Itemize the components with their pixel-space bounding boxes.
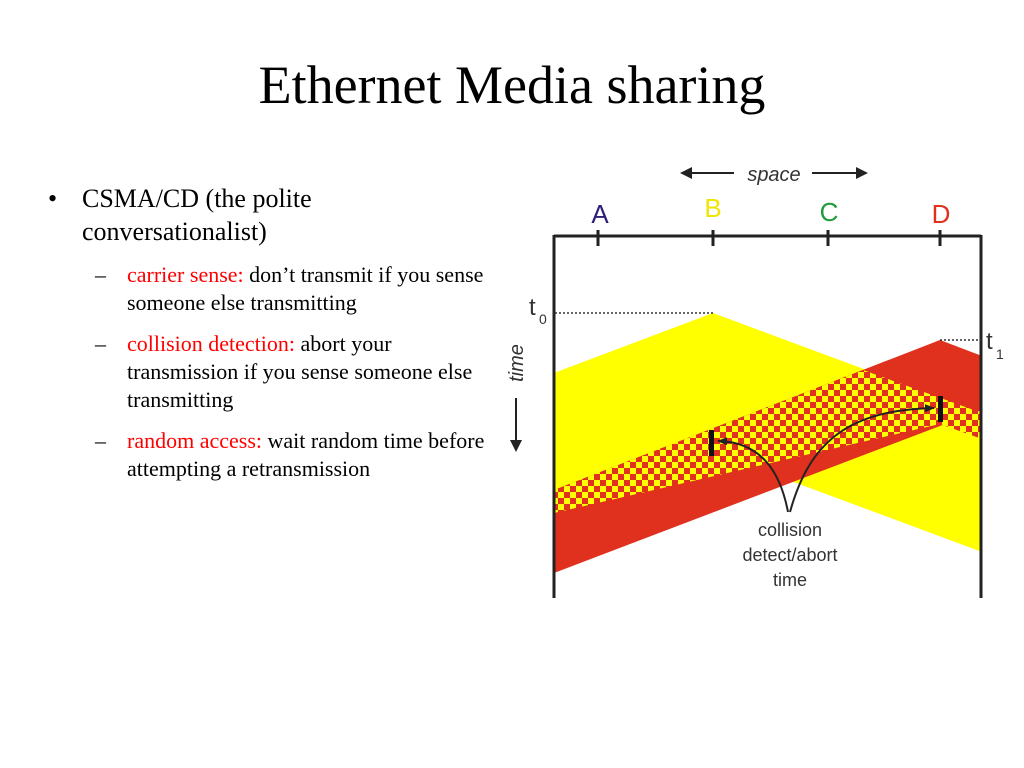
axis-frame [552, 234, 983, 598]
sub-item-carrier-sense: – carrier sense: don’t transmit if you s… [48, 261, 488, 317]
space-arrow [680, 167, 868, 179]
node-label-c: C [820, 197, 839, 227]
t1-base: t [986, 328, 993, 355]
sub-item-text: abort your transmission if you sense som… [127, 331, 473, 412]
t0-label: t 0 [529, 294, 547, 327]
collision-overlap-region [554, 370, 982, 513]
bullet-list: • CSMA/CD (the polite conversationalist)… [48, 182, 488, 483]
time-label: time [506, 344, 528, 382]
collision-arrow-to-d [789, 404, 935, 513]
t1-sub: 1 [996, 346, 1004, 362]
sub-item-term: collision detection: [127, 331, 296, 356]
sub-item-text: don’t transmit if you sense someone else… [127, 262, 484, 315]
collision-detect-bar-b [709, 430, 714, 456]
dash-marker: – [95, 428, 106, 453]
t0-base: t [529, 294, 536, 321]
bullet-csma-cd: • CSMA/CD (the polite conversationalist) [48, 182, 488, 248]
space-label: space [747, 164, 800, 186]
collision-label-line2: detect/abort [742, 545, 837, 565]
sub-item-term: random access: [127, 428, 262, 453]
collision-label-line1: collision [758, 520, 822, 540]
slide-title: Ethernet Media sharing [258, 55, 766, 115]
collision-detect-bar-d [938, 396, 943, 422]
bullet-text: CSMA/CD (the polite conversationalist) [82, 184, 312, 246]
sub-item-random-access: – random access: wait random time before… [48, 427, 488, 483]
sub-item-collision-detection: – collision detection: abort your transm… [48, 330, 488, 414]
dash-marker: – [95, 262, 106, 287]
t0-sub: 0 [539, 311, 547, 327]
node-label-b: B [704, 193, 721, 223]
bullet-dot: • [48, 184, 58, 213]
node-ticks [596, 230, 942, 246]
sub-item-term: carrier sense: [127, 262, 244, 287]
t1-label: t 1 [986, 328, 1004, 362]
node-label-a: A [591, 199, 609, 229]
dash-marker: – [95, 331, 106, 356]
node-label-d: D [932, 199, 951, 229]
collision-label-line3: time [773, 570, 807, 590]
time-arrow [510, 398, 522, 452]
sub-item-text: wait random time before attempting a ret… [127, 428, 485, 481]
collision-arrow-to-b [717, 437, 789, 513]
